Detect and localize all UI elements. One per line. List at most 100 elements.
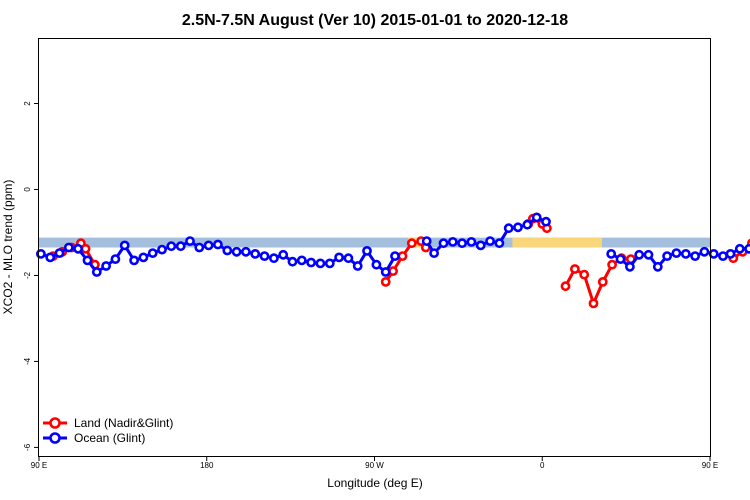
x-axis: 90 E 180 90 W 0 90 E — [31, 456, 718, 470]
data-point — [240, 246, 251, 257]
data-point — [119, 240, 130, 251]
data-point — [91, 267, 102, 277]
data-point — [175, 241, 186, 252]
data-point — [485, 236, 495, 246]
data-point — [63, 242, 74, 253]
legend-marker — [49, 432, 61, 444]
data-point — [429, 248, 439, 258]
data-point — [494, 238, 505, 249]
x-tick-label: 90 W — [365, 461, 384, 470]
data-point — [203, 240, 214, 251]
y-tick-label: -4 — [23, 357, 32, 365]
data-point — [513, 222, 523, 233]
series-land — [48, 213, 750, 309]
data-point — [597, 276, 608, 287]
data-point — [268, 253, 279, 264]
data-point — [725, 248, 736, 259]
data-point — [475, 240, 486, 251]
data-point — [380, 267, 391, 277]
y-axis: -6 -4 -2 0 2 — [23, 101, 39, 451]
data-point — [250, 248, 261, 259]
data-point — [643, 249, 654, 260]
data-point — [259, 251, 270, 261]
landmask-band — [39, 237, 710, 248]
data-point — [45, 252, 56, 263]
data-point — [541, 216, 551, 227]
data-point — [185, 236, 195, 246]
data-point — [680, 248, 691, 259]
data-point — [166, 241, 177, 252]
data-point — [101, 261, 111, 271]
data-point — [522, 219, 533, 230]
data-point — [194, 242, 205, 253]
data-point — [296, 255, 307, 266]
data-point — [744, 243, 750, 254]
data-point — [352, 261, 363, 271]
y-tick-label: -6 — [23, 443, 32, 451]
data-point — [625, 261, 635, 272]
data-point — [324, 258, 335, 269]
data-point — [421, 236, 432, 246]
data-point — [671, 248, 682, 258]
data-point — [278, 249, 289, 260]
chart-title: 2.5N-7.5N August (Ver 10) 2015-01-01 to … — [182, 12, 568, 29]
data-point — [287, 256, 298, 267]
data-point — [734, 243, 745, 254]
data-point — [110, 254, 121, 264]
data-point — [466, 236, 477, 247]
data-point — [129, 255, 139, 266]
data-point — [147, 248, 158, 258]
y-tick-label: 0 — [23, 187, 32, 192]
data-point — [406, 238, 417, 249]
x-tick-label: 180 — [200, 461, 214, 470]
data-point — [531, 212, 542, 223]
ocean-band — [39, 237, 710, 248]
y-tick-label: 2 — [23, 101, 32, 106]
data-point — [503, 223, 514, 234]
legend: Land (Nadir&Glint)Ocean (Glint) — [43, 416, 173, 445]
data-point — [231, 246, 242, 257]
land-band — [512, 237, 602, 248]
data-point — [570, 264, 580, 274]
data-point — [306, 257, 316, 268]
data-point — [380, 276, 391, 287]
data-point — [371, 259, 382, 270]
data-point — [397, 251, 408, 261]
data-point — [390, 251, 400, 261]
data-point — [388, 266, 398, 276]
data-point — [157, 244, 167, 255]
data-point — [212, 239, 223, 250]
data-point — [607, 259, 617, 270]
y-tick-label: -2 — [23, 271, 32, 279]
data-point — [80, 243, 91, 254]
data-point — [615, 254, 626, 264]
data-point — [690, 251, 700, 261]
data-point — [699, 246, 710, 257]
data-point — [447, 236, 458, 247]
data-point — [457, 238, 467, 249]
series-layer — [36, 212, 750, 309]
data-point — [634, 249, 645, 260]
data-point — [36, 248, 46, 259]
data-point — [438, 238, 449, 249]
data-point — [579, 269, 590, 280]
data-point — [606, 248, 617, 259]
data-point — [560, 281, 571, 292]
data-point — [662, 251, 672, 261]
x-axis-label: Longitude (deg E) — [327, 476, 422, 490]
data-point — [343, 253, 354, 264]
data-point — [73, 243, 83, 254]
data-point — [82, 255, 93, 266]
data-point — [708, 248, 719, 259]
x-tick-label: 90 E — [702, 461, 718, 470]
data-point — [54, 248, 65, 258]
data-point — [652, 261, 663, 272]
data-point — [588, 298, 599, 309]
data-point — [138, 252, 149, 263]
x-tick-label: 90 E — [31, 461, 47, 470]
data-point — [334, 252, 344, 263]
data-point — [362, 245, 372, 256]
legend-marker — [49, 417, 61, 429]
data-point — [315, 258, 326, 269]
